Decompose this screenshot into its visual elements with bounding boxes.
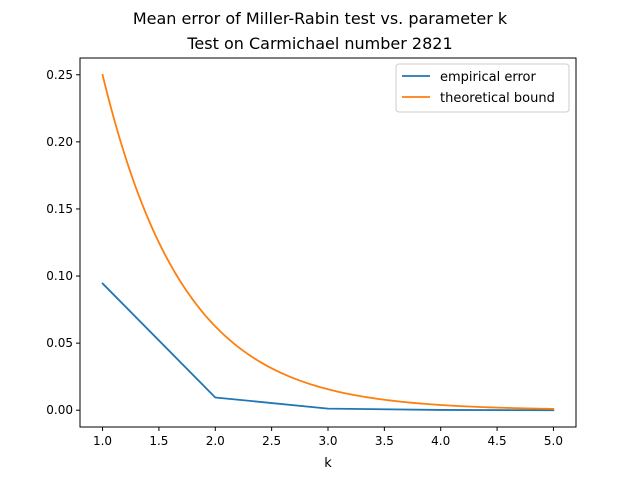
x-tick-label: 1.5 <box>149 434 168 448</box>
x-tick-label: 2.0 <box>206 434 225 448</box>
x-tick-label: 2.5 <box>262 434 281 448</box>
y-tick-label: 0.15 <box>46 202 73 216</box>
series-line-empirical-error <box>101 282 555 412</box>
legend-label-empirical-error: empirical error <box>440 70 536 85</box>
x-tick-label: 4.0 <box>431 434 450 448</box>
legend: empirical error theoretical bound <box>395 63 570 113</box>
y-tick-label: 0.25 <box>46 68 73 82</box>
ticks-layer: 1.0 1.5 2.0 2.5 3.0 3.5 4.0 4.5 5.0 0.00 0.05 0.10 0… <box>46 68 563 448</box>
x-tick-label: 1.0 <box>93 434 112 448</box>
y-tick-label: 0.20 <box>46 135 73 149</box>
x-axis-label: k <box>324 456 332 471</box>
series-line-theoretical-bound <box>101 73 555 410</box>
chart-title: Mean error of Miller-Rabin test vs. para… <box>133 9 508 28</box>
series-layer <box>101 73 555 412</box>
chart-subtitle: Test on Carmichael number 2821 <box>186 34 452 53</box>
legend-label-theoretical-bound: theoretical bound <box>440 91 555 106</box>
x-tick-label: 5.0 <box>544 434 563 448</box>
legend-box <box>395 63 570 113</box>
y-tick-label: 0.00 <box>46 403 73 417</box>
x-tick-label: 3.0 <box>318 434 337 448</box>
plot-frame <box>79 57 577 428</box>
y-tick-label: 0.10 <box>46 269 73 283</box>
x-tick-label: 4.5 <box>488 434 507 448</box>
x-tick-label: 3.5 <box>375 434 394 448</box>
y-tick-label: 0.05 <box>46 336 73 350</box>
